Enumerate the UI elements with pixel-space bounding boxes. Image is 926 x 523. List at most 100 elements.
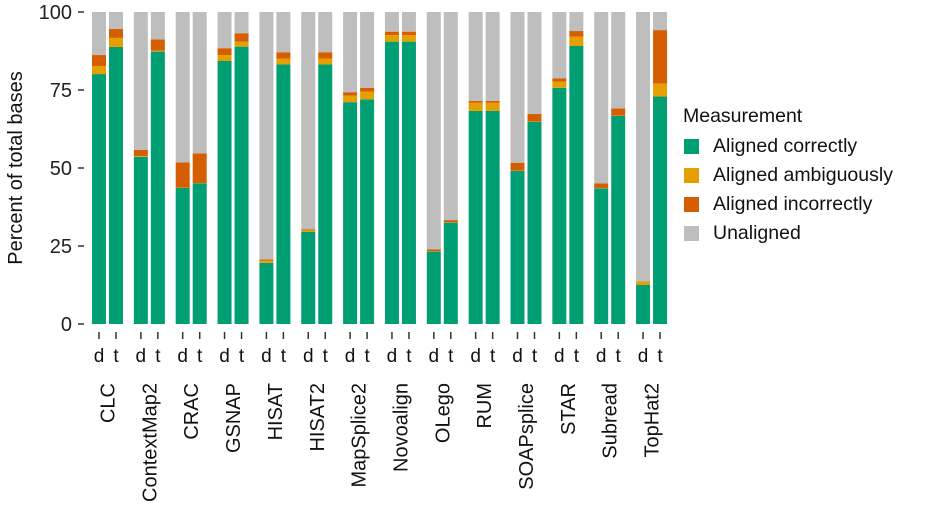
legend-swatch [684,197,699,212]
bar-segment-subread-d-aligned-incorrectly [594,183,609,188]
bar-segment-rum-t-aligned-correctly [485,110,500,325]
bar-segment-novoalign-d-aligned-incorrectly [384,31,399,36]
bar-segment-soapsplice-t-unaligned [527,12,542,115]
bar-segment-star-t-aligned-ambiguously [569,36,584,47]
x-subcategory-label: t [657,346,663,367]
x-subcategory-label: t [616,346,622,367]
bar-segment-novoalign-t-aligned-incorrectly [401,31,416,36]
bar-segment-contextmap2-d-unaligned [133,12,148,150]
bar-segment-clc-d-aligned-correctly [92,74,106,324]
bar-segment-novoalign-d-aligned-correctly [384,41,399,324]
bar-segment-mapsplice2-d-unaligned [343,12,358,93]
x-subcategory-label: d [345,346,356,367]
bar-segment-olego-t-aligned-correctly [443,222,458,324]
bar-segment-soapsplice-t-aligned-correctly [527,121,542,324]
bar-segment-hisat2-t-aligned-incorrectly [318,52,333,59]
bar-segment-contextmap2-d-aligned-incorrectly [133,149,148,157]
bar-segment-hisat-d-aligned-incorrectly [259,259,274,261]
bar-segment-subread-t-unaligned [611,12,626,109]
legend-title: Measurement [683,105,803,127]
x-subcategory-label: t [490,346,496,367]
y-axis: 0 25 50 75 100 [39,2,84,336]
bar-segment-gsnap-t-aligned-ambiguously [234,41,249,47]
bar-segment-rum-d-aligned-incorrectly [468,100,483,103]
x-category-label: HISAT2 [307,383,329,452]
y-tick-label: 75 [50,80,72,102]
bar-segment-tophat2-d-aligned-ambiguously [636,281,651,285]
bar-segment-contextmap2-d-aligned-correctly [133,156,148,324]
bar-segment-clc-t-unaligned [109,12,123,29]
x-subcategory-label: t [281,346,287,367]
bar-segment-mapsplice2-d-aligned-correctly [343,102,358,324]
legend-label: Aligned incorrectly [713,193,873,215]
x-subcategory-label: t [532,346,538,367]
bar-segment-rum-d-aligned-correctly [468,110,483,325]
legend-label: Aligned correctly [713,135,858,157]
bar-segment-rum-t-aligned-ambiguously [485,102,500,111]
x-subcategory-label: d [638,346,649,367]
bar-segment-crac-d-aligned-incorrectly [175,162,190,188]
bar-segment-gsnap-t-unaligned [234,12,249,34]
bar-segment-clc-t-aligned-incorrectly [109,28,123,38]
bar-segment-contextmap2-t-aligned-ambiguously [150,50,165,52]
bar-segment-hisat2-t-aligned-correctly [318,64,333,324]
bar-segment-hisat2-d-aligned-correctly [301,231,316,324]
bar-segment-gsnap-d-aligned-correctly [217,60,232,324]
bar-segment-tophat2-t-unaligned [653,12,668,31]
bar-segment-hisat-t-aligned-ambiguously [276,58,291,65]
bar-segment-contextmap2-t-aligned-correctly [150,51,165,325]
bar-segment-tophat2-d-unaligned [636,12,651,282]
legend-swatch [684,139,699,154]
bar-segment-hisat-t-aligned-correctly [276,64,291,324]
bar-segment-subread-t-aligned-correctly [611,115,626,324]
bar-segment-soapsplice-d-aligned-correctly [510,170,525,324]
bar-segment-crac-t-unaligned [192,12,207,154]
bar-segment-hisat-d-unaligned [259,12,274,260]
bar-segment-clc-t-aligned-correctly [109,46,123,324]
bar-segment-soapsplice-d-unaligned [510,12,525,163]
bar-segment-contextmap2-t-aligned-incorrectly [150,39,165,51]
bar-segment-tophat2-t-aligned-incorrectly [653,30,668,84]
bar-segment-novoalign-d-unaligned [384,12,399,32]
x-category-label: CRAC [181,383,203,440]
x-subcategory-label: d [303,346,314,367]
bar-segment-star-t-unaligned [569,12,584,32]
legend-item-aligned-correctly: Aligned correctly [683,132,893,161]
bars [92,12,668,325]
bar-segment-gsnap-d-aligned-incorrectly [217,48,232,56]
bar-segment-star-d-unaligned [552,12,567,79]
bar-segment-mapsplice2-t-aligned-incorrectly [360,87,375,92]
x-subcategory-label: t [448,346,454,367]
bar-segment-clc-d-aligned-ambiguously [92,65,106,75]
y-axis-title: Percent of total bases [5,71,27,264]
bar-segment-star-t-aligned-correctly [569,46,584,325]
x-category-label: Subread [600,383,622,459]
y-tick-label: 0 [61,314,72,336]
bar-segment-tophat2-t-aligned-correctly [653,96,668,324]
bar-segment-crac-t-aligned-incorrectly [192,153,207,183]
x-subcategory-label: t [406,346,412,367]
bar-segment-hisat-t-unaligned [276,12,291,53]
x-category-label: STAR [558,383,580,435]
bar-segment-star-d-aligned-incorrectly [552,78,567,82]
bar-segment-mapsplice2-t-unaligned [360,12,375,88]
x-subcategory-label: d [261,346,272,367]
x-subcategory-label: d [470,346,481,367]
x-category-label: OLego [432,383,454,443]
bar-segment-hisat2-d-aligned-ambiguously [301,230,316,232]
bar-segment-mapsplice2-t-aligned-ambiguously [360,91,375,100]
bar-segment-hisat-d-aligned-ambiguously [259,260,274,263]
legend-item-aligned-incorrectly: Aligned incorrectly [683,190,893,219]
bar-segment-gsnap-d-aligned-ambiguously [217,55,232,61]
bar-segment-mapsplice2-d-aligned-ambiguously [343,95,358,103]
bar-segment-novoalign-d-aligned-ambiguously [384,35,399,42]
x-category-label: CLC [98,383,120,423]
y-tick-label: 50 [50,158,72,180]
legend-item-unaligned: Unaligned [683,219,893,248]
bar-segment-hisat2-t-unaligned [318,12,333,53]
x-category-label: SOAPsplice [516,383,538,490]
bar-segment-novoalign-t-aligned-correctly [401,41,416,324]
x-subcategory-label: d [219,346,230,367]
